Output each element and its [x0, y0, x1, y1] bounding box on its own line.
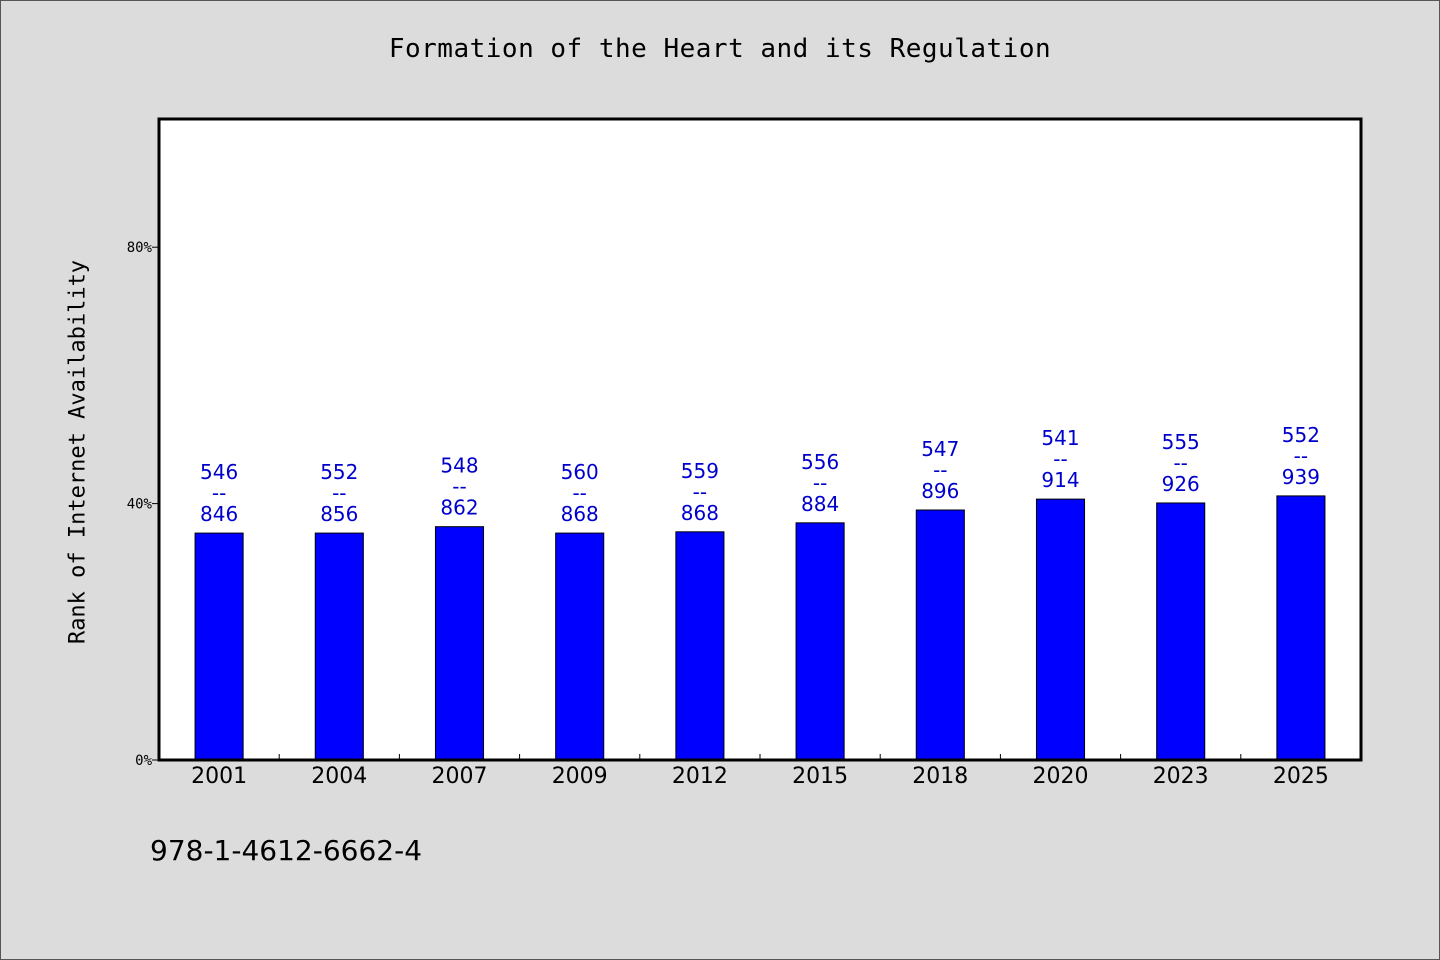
y-tick-label-40: 40%	[127, 497, 153, 513]
data-label-2018-1: --	[933, 458, 947, 482]
x-tick-label-2012: 2012	[672, 764, 728, 789]
bar-2023	[1156, 502, 1206, 761]
bar-2001	[194, 532, 244, 761]
data-label-2007-2: 862	[440, 496, 478, 520]
y-tick-label-0: 0%	[135, 753, 152, 769]
data-label-2009-2: 868	[561, 502, 599, 526]
data-label-2020-0: 541	[1041, 426, 1079, 450]
data-label-2018-0: 547	[921, 437, 959, 461]
x-tick-label-2015: 2015	[792, 764, 848, 789]
bar-2015	[795, 522, 845, 761]
data-label-2007-1: --	[452, 475, 466, 499]
x-tick-label-2023: 2023	[1153, 764, 1209, 789]
data-label-2012-1: --	[693, 480, 707, 504]
data-label-2004-2: 856	[320, 502, 358, 526]
data-label-2012-2: 868	[681, 501, 719, 525]
data-label-2025-1: --	[1294, 444, 1308, 468]
data-label-2004-1: --	[332, 481, 346, 505]
x-axis: 2001 2004 2007 2009 2012 2015 2018 2020 2023 2025	[191, 754, 1329, 789]
data-labels-layer: 546--846552--856548--862560--868559--868…	[200, 423, 1320, 526]
data-label-2007-0: 548	[440, 454, 478, 478]
y-axis: 0% 40% 80%	[127, 240, 159, 769]
data-label-2020-1: --	[1053, 447, 1067, 471]
data-label-2015-2: 884	[801, 492, 839, 516]
bar-2018	[915, 509, 965, 761]
bar-2007	[434, 526, 485, 761]
data-label-2009-1: --	[572, 481, 586, 505]
x-tick-label-2001: 2001	[191, 764, 247, 789]
data-label-2015-0: 556	[801, 450, 839, 474]
bar-2012	[675, 531, 725, 761]
x-tick-label-2007: 2007	[432, 764, 488, 789]
data-label-2001-0: 546	[200, 460, 238, 484]
data-label-2025-0: 552	[1282, 423, 1320, 447]
footer-code: 978-1-4612-6662-4	[150, 834, 423, 867]
data-label-2018-2: 896	[921, 479, 959, 503]
bar-2025	[1276, 495, 1326, 761]
bars-layer	[194, 495, 1326, 761]
x-tick-label-2025: 2025	[1273, 764, 1329, 789]
y-tick-label-80: 80%	[127, 240, 153, 256]
data-label-2025-2: 939	[1282, 465, 1320, 489]
data-label-2001-2: 846	[200, 502, 238, 526]
data-label-2012-0: 559	[681, 459, 719, 483]
data-label-2020-2: 914	[1041, 468, 1079, 492]
x-tick-label-2018: 2018	[912, 764, 968, 789]
x-tick-label-2004: 2004	[311, 764, 367, 789]
plot-border	[157, 117, 1363, 762]
chart-title: Formation of the Heart and its Regulatio…	[388, 34, 1052, 64]
data-label-2023-2: 926	[1162, 472, 1200, 496]
data-label-2009-0: 560	[561, 460, 599, 484]
x-tick-label-2009: 2009	[552, 764, 608, 789]
x-tick-label-2020: 2020	[1033, 764, 1089, 789]
bar-2009	[555, 532, 605, 761]
data-label-2001-1: --	[212, 481, 226, 505]
data-label-2015-1: --	[813, 471, 827, 495]
data-label-2004-0: 552	[320, 460, 358, 484]
data-label-2023-1: --	[1173, 451, 1187, 475]
bar-2020	[1035, 498, 1086, 761]
bar-2004	[314, 532, 364, 761]
data-label-2023-0: 555	[1162, 430, 1200, 454]
